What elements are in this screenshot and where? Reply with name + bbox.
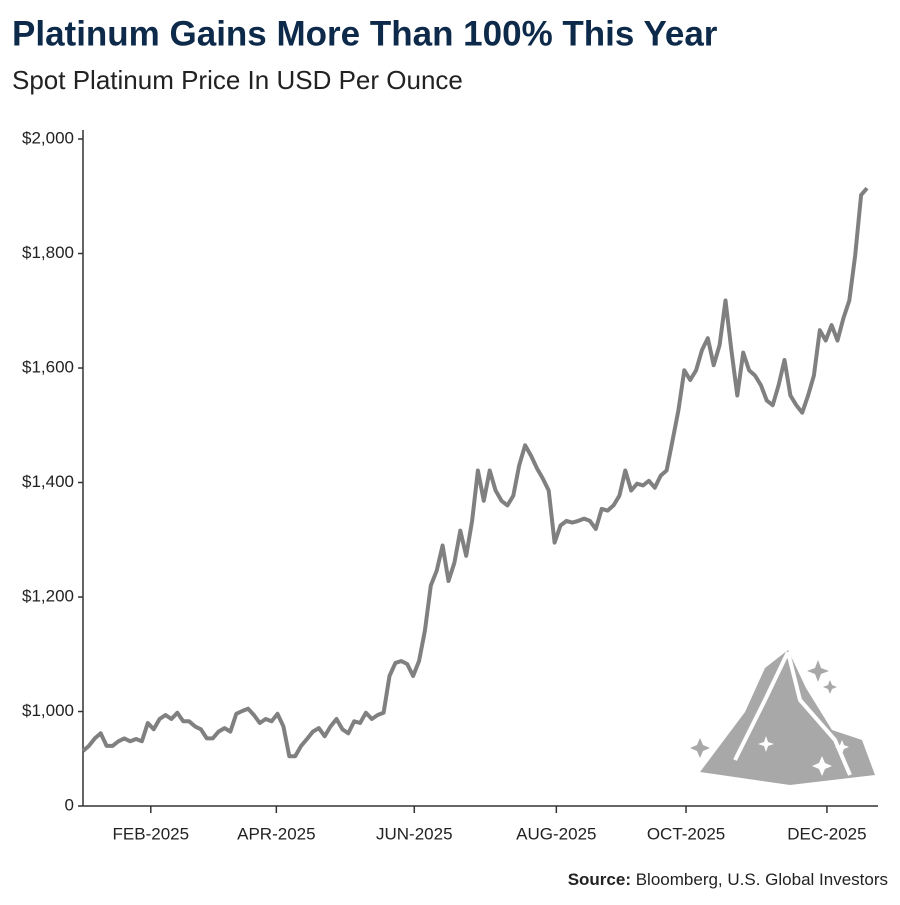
x-tick-label: JUN-2025 (376, 824, 453, 843)
y-tick-label: $1,400 (22, 472, 74, 491)
y-tick-label: $1,200 (22, 587, 74, 606)
price-line (81, 186, 869, 759)
x-tick-label: OCT-2025 (647, 824, 725, 843)
y-tick-label: $1,600 (22, 357, 74, 376)
x-tick-label: APR-2025 (237, 824, 315, 843)
y-tick-label: $1,800 (22, 243, 74, 262)
source-text: Bloomberg, U.S. Global Investors (636, 870, 888, 889)
source-note: Source: Bloomberg, U.S. Global Investors (568, 870, 888, 889)
chart-title: Platinum Gains More Than 100% This Year (12, 14, 718, 53)
x-tick-label: AUG-2025 (516, 824, 596, 843)
x-tick-label: FEB-2025 (113, 824, 190, 843)
source-label: Source: (568, 870, 631, 889)
y-tick-label: 0 (65, 795, 74, 814)
y-tick-label: $1,000 (22, 701, 74, 720)
platinum-icon (690, 650, 875, 785)
chart-subtitle: Spot Platinum Price In USD Per Ounce (12, 65, 463, 95)
x-tick-label: DEC-2025 (787, 824, 866, 843)
y-tick-label: $2,000 (22, 128, 74, 147)
